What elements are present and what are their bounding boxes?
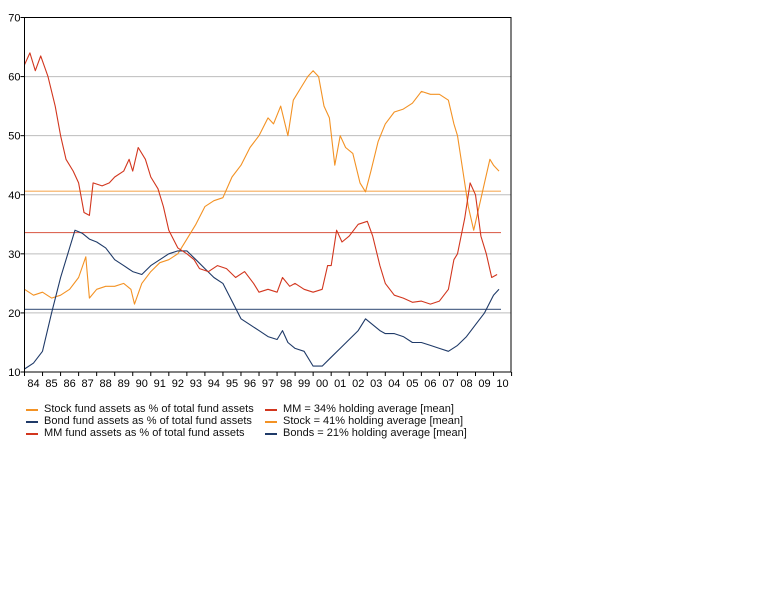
plot-frame xyxy=(24,17,512,373)
legend-swatch xyxy=(26,433,38,435)
x-tick-label: 85 xyxy=(45,378,57,390)
legend-swatch xyxy=(26,421,38,423)
series-line-1 xyxy=(24,229,500,370)
x-tick-label: 89 xyxy=(118,378,130,390)
x-tick-label: 04 xyxy=(388,378,400,390)
x-tick-label: 03 xyxy=(370,378,382,390)
x-tick-label: 02 xyxy=(352,378,364,390)
x-tick-label: 97 xyxy=(262,378,274,390)
x-tick-label: 05 xyxy=(406,378,418,390)
x-tick-label: 06 xyxy=(424,378,436,390)
y-tick-label: 10 xyxy=(8,367,20,379)
x-tick-label: 98 xyxy=(280,378,292,390)
x-tick-label: 86 xyxy=(63,378,75,390)
series-line-2 xyxy=(23,52,498,305)
x-tick-label: 08 xyxy=(460,378,472,390)
x-tick-label: 95 xyxy=(226,378,238,390)
y-tick-label: 30 xyxy=(8,249,20,261)
x-tick-label: 00 xyxy=(316,378,328,390)
y-tick-label: 40 xyxy=(8,190,20,202)
legend-swatch xyxy=(265,409,277,411)
legend-label: MM = 34% holding average [mean] xyxy=(283,403,454,415)
x-tick-label: 09 xyxy=(478,378,490,390)
x-tick-label: 90 xyxy=(136,378,148,390)
y-tick-label: 20 xyxy=(8,308,20,320)
y-tick-label: 60 xyxy=(8,72,20,84)
x-tick-label: 87 xyxy=(82,378,94,390)
x-tick-label: 01 xyxy=(334,378,346,390)
legend-label: Stock = 41% holding average [mean] xyxy=(283,415,464,427)
x-tick-label: 94 xyxy=(208,378,220,390)
legend-label: MM fund assets as % of total fund assets xyxy=(44,427,245,439)
x-tick-label: 84 xyxy=(27,378,39,390)
x-tick-label: 93 xyxy=(190,378,202,390)
series-line-0 xyxy=(24,70,500,305)
legend-swatch xyxy=(265,433,277,435)
legend-label: Stock fund assets as % of total fund ass… xyxy=(44,403,254,415)
x-tick-label: 10 xyxy=(496,378,508,390)
y-tick-label: 50 xyxy=(8,131,20,143)
legend-swatch xyxy=(265,421,277,423)
x-tick-label: 99 xyxy=(298,378,310,390)
x-tick-label: 91 xyxy=(154,378,166,390)
x-tick-label: 96 xyxy=(244,378,256,390)
legend-label: Bond fund assets as % of total fund asse… xyxy=(44,415,252,427)
legend-label: Bonds = 21% holding average [mean] xyxy=(283,427,467,439)
x-tick-label: 88 xyxy=(100,378,112,390)
x-tick-label: 92 xyxy=(172,378,184,390)
y-tick-label: 70 xyxy=(8,13,20,25)
legend-swatch xyxy=(26,409,38,411)
x-tick-label: 07 xyxy=(442,378,454,390)
